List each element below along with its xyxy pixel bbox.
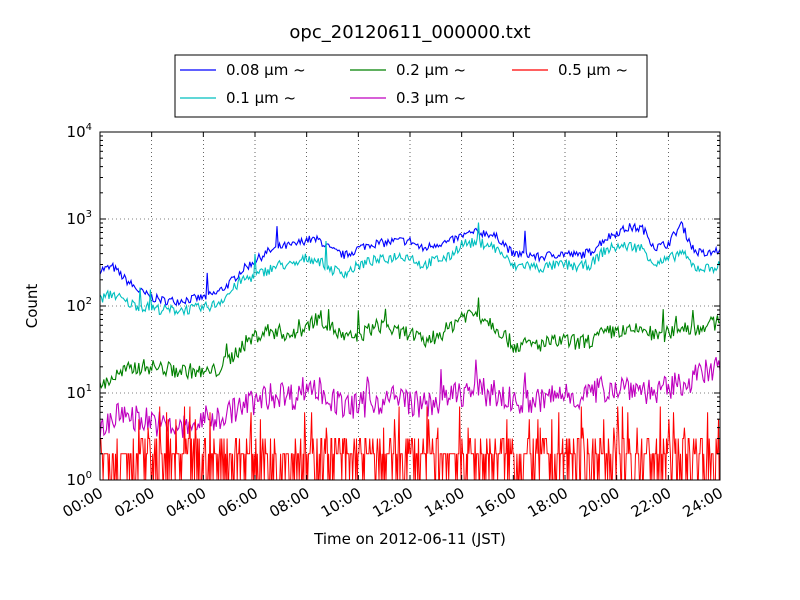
y-tick-label: 102 <box>67 296 92 315</box>
legend-label: 0.5 μm ~ <box>558 61 628 79</box>
y-tick-base: 10 <box>67 471 86 489</box>
series-line <box>99 222 721 317</box>
series-line <box>99 357 721 441</box>
x-tick-label: 08:00 <box>266 484 312 521</box>
series-line <box>99 220 721 306</box>
legend-label: 0.08 μm ~ <box>226 61 306 79</box>
y-tick-base: 10 <box>67 384 86 402</box>
series-line <box>99 297 721 390</box>
x-tick-label: 24:00 <box>680 484 726 521</box>
x-tick-label: 06:00 <box>215 484 261 521</box>
x-axis-label: Time on 2012-06-11 (JST) <box>313 530 506 548</box>
y-tick-label: 104 <box>67 122 92 141</box>
y-tick-label: 101 <box>67 383 92 402</box>
plot-series <box>99 220 721 481</box>
y-tick-base: 10 <box>67 297 86 315</box>
y-tick-label: 100 <box>67 470 92 489</box>
x-tick-label: 04:00 <box>163 484 209 521</box>
x-tick-label: 02:00 <box>111 484 157 521</box>
y-tick-exponent: 0 <box>86 470 92 481</box>
x-tick-label: 14:00 <box>421 484 467 521</box>
y-tick-exponent: 2 <box>86 296 92 307</box>
legend: 0.08 μm ~ 0.1 μm ~ 0.2 μm ~ 0.3 μm ~ 0.5 μm … <box>174 54 648 118</box>
x-tick-label: 22:00 <box>628 484 674 521</box>
x-tick-label: 16:00 <box>473 484 519 521</box>
x-tick-label: 18:00 <box>525 484 571 521</box>
x-tick-label: 10:00 <box>318 484 364 521</box>
legend-label: 0.3 μm ~ <box>396 89 466 107</box>
y-axis-label: Count <box>23 284 41 329</box>
y-tick-exponent: 1 <box>86 383 92 394</box>
grid <box>100 132 720 480</box>
legend-label: 0.1 μm ~ <box>226 89 296 107</box>
series-line <box>100 406 721 481</box>
x-tick-label: 12:00 <box>370 484 416 521</box>
legend-label: 0.2 μm ~ <box>396 61 466 79</box>
chart-title: opc_20120611_000000.txt <box>289 22 530 43</box>
x-tick-label: 20:00 <box>576 484 622 521</box>
y-tick-base: 10 <box>67 210 86 228</box>
y-tick-label: 103 <box>67 209 92 228</box>
x-tick-label: 00:00 <box>60 484 106 521</box>
y-tick-exponent: 4 <box>86 122 92 133</box>
y-tick-exponent: 3 <box>86 209 92 220</box>
y-tick-base: 10 <box>67 123 86 141</box>
legend-box <box>174 54 648 118</box>
